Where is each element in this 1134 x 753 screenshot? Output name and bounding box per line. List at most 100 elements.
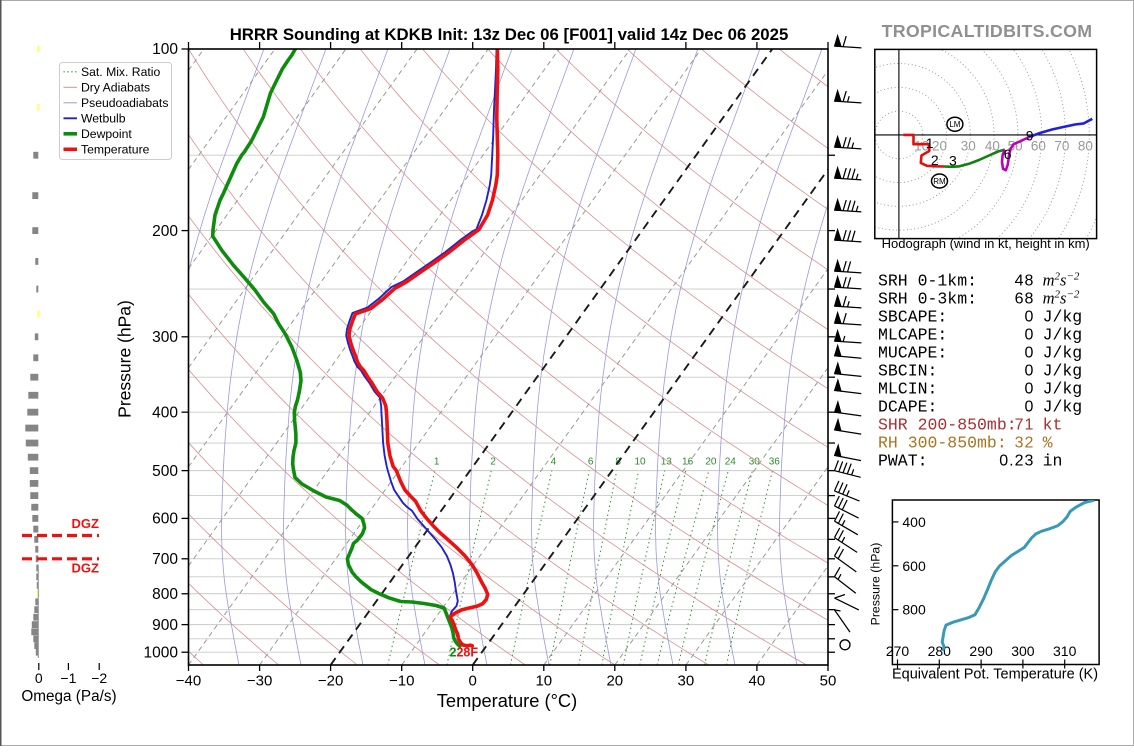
svg-text:0: 0 xyxy=(469,673,477,690)
svg-text:700: 700 xyxy=(152,551,178,568)
svg-text:HRRR Sounding at KDKB Init: 13: HRRR Sounding at KDKB Init: 13z Dec 06 [… xyxy=(230,25,789,44)
svg-text:280: 280 xyxy=(928,643,952,659)
svg-text:600: 600 xyxy=(902,558,926,574)
svg-text:50: 50 xyxy=(820,673,837,690)
svg-text:Pseudoadiabats: Pseudoadiabats xyxy=(81,96,168,110)
svg-text:J/kg: J/kg xyxy=(1043,326,1083,345)
svg-text:0: 0 xyxy=(1024,363,1034,380)
svg-text:200: 200 xyxy=(152,223,178,240)
svg-text:1: 1 xyxy=(434,457,440,468)
svg-text:2: 2 xyxy=(931,152,939,168)
svg-text:800: 800 xyxy=(152,586,178,603)
svg-text:DGZ: DGZ xyxy=(72,561,100,576)
svg-text:310: 310 xyxy=(1053,643,1077,659)
svg-text:0: 0 xyxy=(1024,345,1034,362)
svg-text:−10: −10 xyxy=(389,673,414,690)
svg-text:Dry Adiabats: Dry Adiabats xyxy=(81,81,150,95)
svg-text:400: 400 xyxy=(902,514,926,530)
svg-text:Sat. Mix. Ratio: Sat. Mix. Ratio xyxy=(81,65,160,79)
svg-text:100: 100 xyxy=(152,41,178,58)
svg-text:J/kg: J/kg xyxy=(1043,362,1083,381)
svg-text:6: 6 xyxy=(588,457,594,468)
svg-text:SRH 0-1km:: SRH 0-1km: xyxy=(878,272,977,291)
svg-text:J/kg: J/kg xyxy=(1043,344,1083,363)
svg-text:−2: −2 xyxy=(91,670,107,686)
svg-text:36: 36 xyxy=(769,457,781,468)
svg-text:20: 20 xyxy=(705,457,717,468)
svg-text:500: 500 xyxy=(152,463,178,480)
svg-text:40: 40 xyxy=(985,139,1000,154)
svg-text:J/kg: J/kg xyxy=(1043,398,1083,417)
svg-text:270: 270 xyxy=(886,643,910,659)
svg-text:40: 40 xyxy=(749,673,766,690)
svg-text:16: 16 xyxy=(682,457,694,468)
svg-text:300: 300 xyxy=(152,329,178,346)
svg-text:0: 0 xyxy=(1024,381,1034,398)
svg-text:10: 10 xyxy=(634,457,646,468)
svg-text:3: 3 xyxy=(949,153,957,169)
svg-text:−1: −1 xyxy=(60,670,76,686)
svg-text:Equivalent Pot. Temperature (K: Equivalent Pot. Temperature (K) xyxy=(892,667,1098,683)
svg-text:800: 800 xyxy=(902,602,926,618)
svg-text:0: 0 xyxy=(1024,309,1034,326)
svg-text:4: 4 xyxy=(551,457,557,468)
svg-text:900: 900 xyxy=(152,617,178,634)
svg-text:Dewpoint: Dewpoint xyxy=(81,127,132,141)
svg-text:DCAPE:: DCAPE: xyxy=(878,398,937,417)
svg-text:228F: 228F xyxy=(450,646,479,660)
svg-text:Pressure (hPa): Pressure (hPa) xyxy=(869,543,883,626)
svg-text:80: 80 xyxy=(1078,139,1093,154)
svg-text:600: 600 xyxy=(152,511,178,528)
svg-text:0: 0 xyxy=(1024,399,1034,416)
svg-text:J/kg: J/kg xyxy=(1043,308,1083,327)
svg-text:SBCAPE:: SBCAPE: xyxy=(878,308,947,327)
svg-text:70: 70 xyxy=(1054,139,1069,154)
svg-text:6: 6 xyxy=(1004,146,1012,162)
svg-text:10: 10 xyxy=(914,139,929,154)
svg-text:1000: 1000 xyxy=(144,644,179,661)
svg-text:in: in xyxy=(1043,452,1063,471)
svg-text:400: 400 xyxy=(152,404,178,421)
svg-text:MLCAPE:: MLCAPE: xyxy=(878,326,947,345)
svg-text:Temperature (°C): Temperature (°C) xyxy=(437,690,577,711)
svg-text:9: 9 xyxy=(1026,127,1034,143)
svg-text:20: 20 xyxy=(932,139,947,154)
svg-text:J/kg: J/kg xyxy=(1043,380,1083,399)
svg-text:−30: −30 xyxy=(247,673,272,690)
svg-text:30: 30 xyxy=(961,139,976,154)
svg-text:13: 13 xyxy=(661,457,673,468)
svg-text:RH 300-850mb:: RH 300-850mb: xyxy=(878,434,1007,453)
svg-text:TROPICALTIDBITS.COM: TROPICALTIDBITS.COM xyxy=(882,21,1093,41)
svg-text:Wetbulb: Wetbulb xyxy=(81,112,126,126)
svg-text:300: 300 xyxy=(1011,643,1035,659)
svg-text:0.23: 0.23 xyxy=(999,453,1034,470)
svg-text:60: 60 xyxy=(1031,139,1046,154)
svg-text:71: 71 xyxy=(1015,417,1035,434)
svg-text:0: 0 xyxy=(1024,327,1034,344)
svg-text:30: 30 xyxy=(749,457,761,468)
svg-text:Pressure (hPa): Pressure (hPa) xyxy=(115,300,135,418)
svg-text:30: 30 xyxy=(678,673,695,690)
svg-text:%: % xyxy=(1043,434,1053,453)
svg-text:Omega (Pa/s): Omega (Pa/s) xyxy=(21,688,116,705)
svg-text:68: 68 xyxy=(1015,291,1035,308)
svg-text:2: 2 xyxy=(490,457,496,468)
svg-text:SBCIN:: SBCIN: xyxy=(878,362,937,381)
svg-text:Hodograph (wind in kt, height: Hodograph (wind in kt, height in km) xyxy=(882,236,1090,251)
svg-text:SHR 200-850mb:: SHR 200-850mb: xyxy=(878,416,1017,435)
svg-text:RM: RM xyxy=(933,177,946,186)
svg-text:DGZ: DGZ xyxy=(72,516,100,531)
svg-text:48: 48 xyxy=(1015,273,1035,290)
svg-text:24: 24 xyxy=(725,457,737,468)
svg-text:−40: −40 xyxy=(176,673,201,690)
svg-text:kt: kt xyxy=(1043,416,1063,435)
svg-text:MUCAPE:: MUCAPE: xyxy=(878,344,947,363)
svg-text:20: 20 xyxy=(606,673,623,690)
svg-text:290: 290 xyxy=(969,643,993,659)
svg-text:−20: −20 xyxy=(318,673,343,690)
svg-text:0: 0 xyxy=(35,670,43,686)
svg-text:LM: LM xyxy=(949,120,960,129)
svg-text:PWAT:: PWAT: xyxy=(878,452,928,471)
svg-text:1: 1 xyxy=(926,135,934,151)
svg-text:10: 10 xyxy=(535,673,552,690)
